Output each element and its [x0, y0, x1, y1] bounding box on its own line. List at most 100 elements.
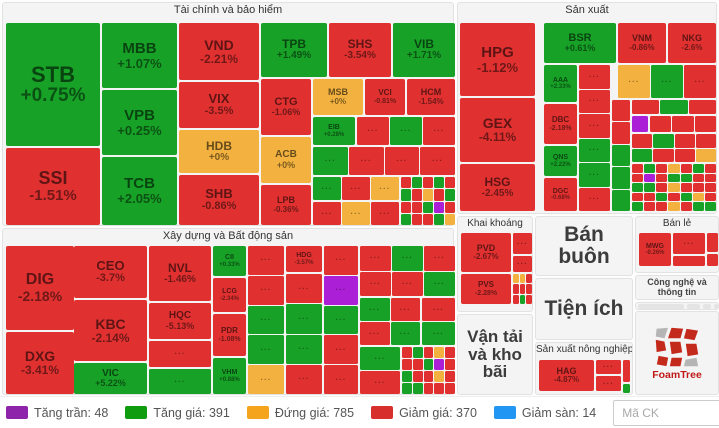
tile-SHS[interactable]: SHS -3.54% — [329, 23, 391, 77]
tile-small[interactable] — [423, 347, 434, 358]
tile-small[interactable] — [692, 183, 704, 192]
tile-small[interactable]: ··· — [651, 65, 683, 98]
section-transport[interactable]: Vận tải và kho bãi — [457, 314, 533, 395]
tile-small[interactable]: ··· — [248, 305, 284, 335]
tile-DIG[interactable]: DIG -2.18% — [6, 246, 74, 330]
tile-small[interactable]: ··· — [360, 246, 391, 271]
tile-small[interactable] — [653, 148, 674, 162]
tile-KBC[interactable]: KBC -2.14% — [74, 300, 147, 361]
tile-DGC[interactable]: DGC -0.68% — [544, 178, 577, 211]
tile-small[interactable] — [445, 201, 455, 213]
tile-VIC[interactable]: VIC +5.22% — [74, 363, 147, 394]
tile-small[interactable] — [656, 173, 668, 183]
tile-VNM[interactable]: VNM -0.86% — [618, 23, 666, 63]
tile-small[interactable]: ··· — [684, 65, 716, 98]
tile-small[interactable] — [412, 189, 422, 201]
tile-small[interactable] — [513, 274, 519, 284]
tile-CTG[interactable]: CTG -1.06% — [261, 79, 311, 135]
tile-small[interactable] — [513, 284, 519, 294]
tile-small[interactable] — [423, 371, 434, 382]
tile-small[interactable] — [612, 100, 630, 122]
tile-HDB[interactable]: HDB +0% — [179, 130, 259, 173]
tile-small[interactable]: ··· — [149, 369, 211, 394]
tile-small[interactable] — [695, 134, 716, 148]
tile-small[interactable] — [673, 256, 705, 266]
tile-small[interactable] — [687, 304, 700, 309]
tile-small[interactable] — [632, 164, 644, 173]
tile-small[interactable] — [445, 177, 455, 189]
tile-small[interactable] — [412, 213, 422, 225]
tile-small[interactable] — [434, 213, 444, 225]
tile-small[interactable] — [402, 383, 412, 394]
tile-small[interactable] — [401, 177, 411, 189]
tile-small[interactable] — [434, 359, 445, 370]
tile-small[interactable] — [526, 274, 532, 284]
tile-GEX[interactable]: GEX -4.11% — [460, 98, 535, 162]
tile-small[interactable] — [703, 304, 711, 309]
tile-small[interactable]: ··· — [286, 364, 322, 394]
tile-small[interactable]: ··· — [248, 335, 284, 365]
tile-small[interactable]: ··· — [360, 347, 400, 370]
tile-small[interactable] — [714, 304, 718, 309]
tile-small[interactable]: ··· — [342, 177, 370, 200]
tile-small[interactable] — [434, 371, 445, 382]
tile-small[interactable]: ··· — [360, 371, 400, 394]
section-utilities[interactable]: Tiện ích — [535, 278, 633, 340]
tile-small[interactable]: ··· — [579, 187, 610, 211]
tile-small[interactable]: ··· — [579, 65, 610, 89]
tile-small[interactable]: ··· — [324, 365, 358, 394]
tile-small[interactable]: ··· — [371, 177, 399, 200]
tile-small[interactable]: ··· — [248, 246, 284, 275]
tile-small[interactable]: ··· — [618, 65, 650, 98]
tile-small[interactable] — [668, 192, 680, 202]
tile-small[interactable]: ··· — [324, 275, 358, 305]
tile-small[interactable] — [612, 122, 630, 144]
tile-small[interactable]: ··· — [342, 202, 370, 225]
tile-HDG[interactable]: HDG -3.57% — [286, 246, 322, 272]
tile-small[interactable]: ··· — [424, 271, 455, 296]
tile-small[interactable] — [638, 304, 684, 309]
tile-small[interactable] — [656, 202, 668, 211]
tile-small[interactable]: ··· — [360, 271, 391, 296]
tile-DBC[interactable]: DBC -2.18% — [544, 104, 577, 144]
tile-small[interactable]: ··· — [579, 138, 610, 162]
tile-small[interactable] — [412, 201, 422, 213]
tile-small[interactable] — [401, 213, 411, 225]
tile-BSR[interactable]: BSR +0.61% — [544, 23, 616, 63]
tile-small[interactable] — [632, 134, 653, 148]
tile-VND[interactable]: VND -2.21% — [179, 23, 259, 80]
tile-small[interactable]: ··· — [423, 117, 455, 145]
tile-small[interactable] — [526, 294, 532, 304]
tile-small[interactable] — [644, 192, 656, 202]
tile-small[interactable] — [680, 192, 692, 202]
tile-EIB[interactable]: EIB +0.28% — [313, 117, 355, 145]
tile-small[interactable] — [412, 177, 422, 189]
tile-LPB[interactable]: LPB -0.36% — [261, 185, 311, 225]
tile-small[interactable] — [674, 134, 695, 148]
tile-small[interactable] — [402, 347, 412, 358]
tile-STB[interactable]: STB +0.75% — [6, 23, 100, 146]
tile-small[interactable] — [632, 100, 660, 114]
tile-small[interactable] — [513, 294, 519, 304]
tile-small[interactable] — [526, 284, 532, 294]
tile-small[interactable]: ··· — [422, 322, 455, 345]
tile-SSI[interactable]: SSI -1.51% — [6, 148, 100, 225]
tile-small[interactable] — [519, 294, 526, 304]
tile-small[interactable] — [434, 347, 445, 358]
tile-small[interactable] — [623, 384, 630, 393]
tile-small[interactable]: ··· — [390, 117, 422, 145]
tile-small[interactable] — [445, 371, 455, 382]
tile-DXG[interactable]: DXG -3.41% — [6, 332, 74, 394]
tile-small[interactable] — [401, 189, 411, 201]
tile-small[interactable] — [644, 202, 656, 211]
tile-small[interactable]: ··· — [390, 298, 420, 321]
tile-small[interactable]: ··· — [579, 163, 610, 187]
tile-small[interactable] — [704, 202, 716, 211]
tile-small[interactable] — [423, 177, 433, 189]
tile-small[interactable] — [632, 202, 644, 211]
tile-small[interactable] — [656, 192, 668, 202]
tile-small[interactable] — [704, 173, 716, 183]
tile-small[interactable] — [445, 213, 455, 225]
tile-small[interactable]: ··· — [579, 89, 610, 113]
tile-small[interactable]: ··· — [371, 202, 399, 225]
